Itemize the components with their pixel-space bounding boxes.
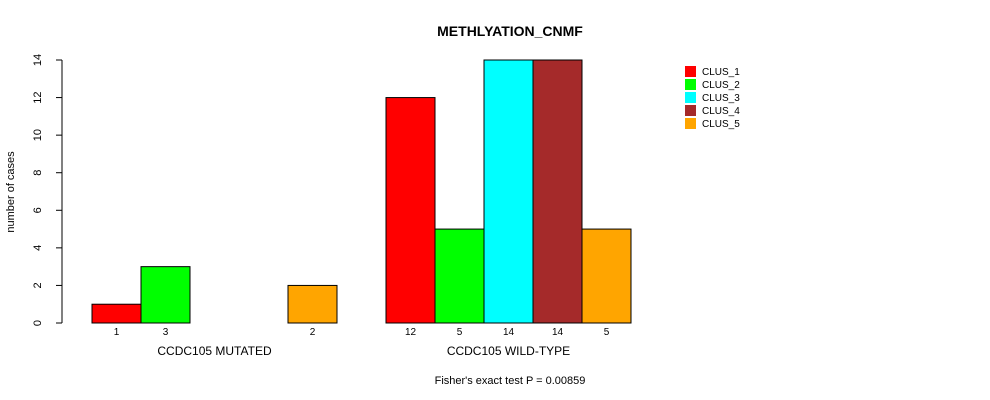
bar-clus-2	[434, 228, 485, 324]
count-label: 5	[457, 327, 463, 338]
legend-label: CLUS_1	[702, 67, 740, 78]
count-label: 12	[405, 327, 417, 338]
legend-swatch	[685, 105, 696, 116]
bar-clus-5	[287, 284, 338, 324]
y-axis: 0 2 4 6 8 10 12 14	[32, 54, 63, 326]
count-label: 3	[163, 327, 169, 338]
legend-label: CLUS_4	[702, 106, 740, 117]
y-tick-label: 0	[32, 320, 44, 326]
group-label: CCDC105 MUTATED	[157, 344, 272, 358]
group-label: CCDC105 WILD-TYPE	[447, 344, 570, 358]
fisher-test-footnote: Fisher's exact test P = 0.00859	[435, 375, 586, 387]
bar-clus-2	[140, 266, 191, 324]
count-label: 14	[552, 327, 564, 338]
y-axis-label: number of cases	[5, 151, 17, 233]
bar-clus-1	[385, 97, 436, 324]
count-label: 14	[503, 327, 515, 338]
bar-clus-4	[532, 59, 583, 324]
y-tick-label: 12	[32, 91, 44, 103]
legend-label: CLUS_3	[702, 93, 740, 104]
y-tick-label: 8	[32, 170, 44, 176]
legend-swatch	[685, 118, 696, 129]
legend-swatch	[685, 66, 696, 77]
count-label: 5	[604, 327, 610, 338]
chart-title: METHLYATION_CNMF	[437, 23, 583, 39]
legend-label: CLUS_5	[702, 119, 740, 130]
y-tick-label: 10	[32, 129, 44, 141]
count-label: 1	[114, 327, 120, 338]
group-labels: CCDC105 MUTATED CCDC105 WILD-TYPE	[157, 344, 570, 358]
bar-clus-5	[581, 228, 632, 324]
legend-swatch	[685, 92, 696, 103]
y-tick-label: 2	[32, 282, 44, 288]
bar-clus-3	[483, 59, 534, 324]
bars	[91, 59, 632, 324]
legend-swatch	[685, 79, 696, 90]
count-label: 2	[310, 327, 316, 338]
count-labels: 1 3 2 12 5 14 14 5	[114, 327, 610, 338]
y-tick-label: 14	[32, 54, 44, 66]
y-tick-label: 4	[32, 245, 44, 251]
legend-label: CLUS_2	[702, 80, 740, 91]
y-tick-label: 6	[32, 207, 44, 213]
bar-clus-1	[91, 303, 142, 324]
legend: CLUS_1 CLUS_2 CLUS_3 CLUS_4 CLUS_5	[685, 66, 740, 130]
